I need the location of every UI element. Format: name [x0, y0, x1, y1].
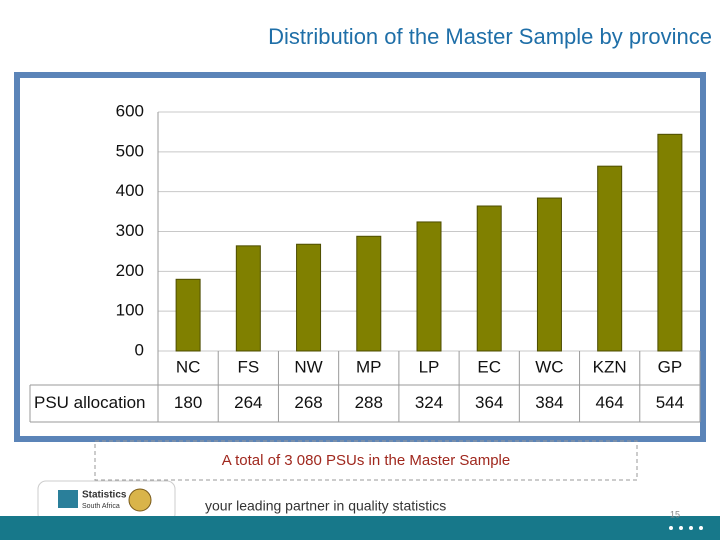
y-tick-label: 400	[116, 181, 144, 200]
y-tick-label: 600	[116, 101, 144, 120]
bar	[476, 205, 502, 352]
bar	[175, 278, 201, 352]
note: A total of 3 080 PSUs in the Master Samp…	[222, 452, 511, 469]
row-label: PSU allocation	[34, 393, 146, 412]
bar	[416, 221, 442, 352]
bar	[356, 235, 382, 352]
table-value: 544	[656, 393, 684, 412]
tagline: your leading partner in quality statisti…	[205, 498, 446, 514]
table-value: 384	[535, 393, 563, 412]
x-tick-label: GP	[658, 357, 683, 376]
note-box	[94, 440, 638, 481]
footer-dots	[669, 526, 703, 530]
x-tick-label: EC	[477, 357, 501, 376]
x-tick-label: FS	[237, 357, 259, 376]
page-number: 15	[670, 509, 680, 519]
logo-icon	[58, 490, 78, 508]
y-tick-label: 100	[116, 301, 144, 320]
table-value: 324	[415, 393, 443, 412]
bar	[657, 133, 683, 352]
x-tick-label: LP	[419, 357, 440, 376]
table-value: 264	[234, 393, 262, 412]
x-tick-label: KZN	[593, 357, 627, 376]
table-value: 180	[174, 393, 202, 412]
table-value: 364	[475, 393, 503, 412]
table-value: 268	[294, 393, 322, 412]
x-tick-label: WC	[535, 357, 563, 376]
y-tick-label: 300	[116, 221, 144, 240]
bar	[296, 243, 322, 352]
x-tick-label: MP	[356, 357, 382, 376]
logo-text: Statistics	[82, 490, 127, 501]
x-tick-label: NW	[294, 357, 322, 376]
logo-emblem	[128, 488, 152, 512]
logo-text: South Africa	[82, 503, 120, 510]
bar	[536, 197, 562, 352]
bar	[597, 165, 623, 352]
y-tick-label: 200	[116, 261, 144, 280]
y-tick-label: 0	[135, 340, 144, 359]
x-tick-label: NC	[176, 357, 201, 376]
slide-title: Distribution of the Master Sample by pro…	[268, 24, 712, 49]
table-value: 288	[355, 393, 383, 412]
y-tick-label: 500	[116, 141, 144, 160]
bar	[235, 245, 261, 352]
table-value: 464	[595, 393, 623, 412]
footer-bar	[0, 516, 720, 540]
